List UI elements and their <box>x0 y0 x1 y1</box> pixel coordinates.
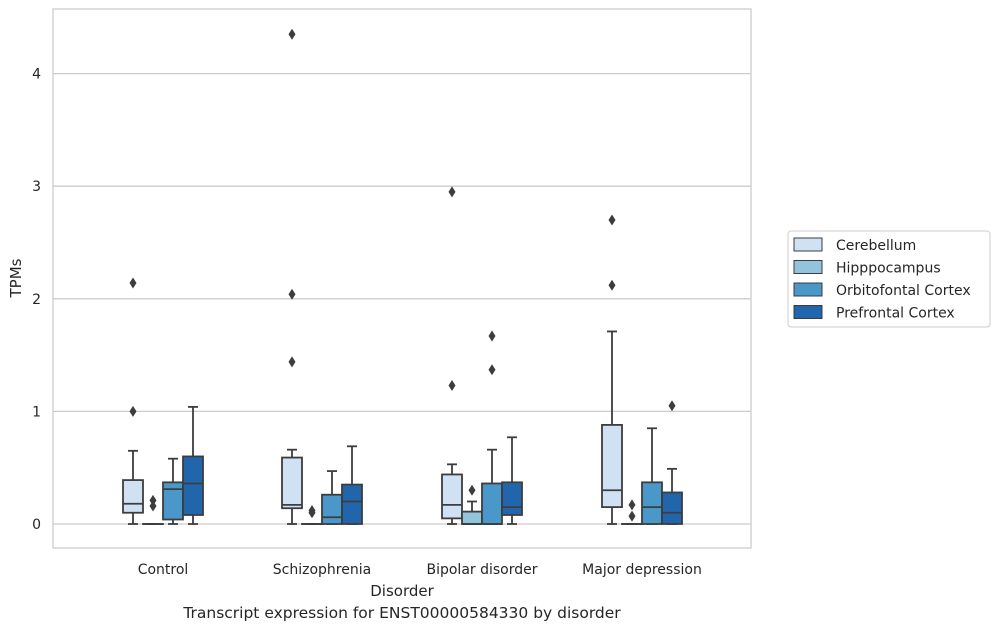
box-body <box>441 473 463 520</box>
x-tick-label: Control <box>138 562 189 578</box>
y-tick-label: 2 <box>32 292 41 308</box>
box-3-1 <box>621 499 643 525</box>
box-2-1 <box>461 484 483 525</box>
outlier-marker <box>628 499 636 511</box>
legend-label: Hipppocampus <box>836 261 941 277</box>
box-0-0 <box>122 277 144 525</box>
box-2-2 <box>481 330 503 525</box>
box-body <box>601 424 623 509</box>
legend-swatch <box>793 282 823 297</box>
legend: Cerebellum Hipppocampus Orbitofontal Corte… <box>787 230 991 328</box>
y-tick-label: 1 <box>32 404 41 420</box>
outlier-marker <box>288 28 296 40</box>
box-1-1 <box>301 504 323 525</box>
legend-label: Prefrontal Cortex <box>836 306 955 322</box>
x-axis-label: Disorder <box>370 582 434 600</box>
box-2-3 <box>501 436 523 525</box>
box-1-2 <box>321 470 343 525</box>
outlier-marker <box>149 494 157 506</box>
x-tick-label: Schizophrenia <box>273 562 371 578</box>
grid-lines <box>53 72 751 525</box>
box-1-3 <box>341 445 363 525</box>
box-body <box>481 482 503 525</box>
outlier-marker <box>129 405 137 417</box>
outlier-marker <box>129 277 137 289</box>
outlier-marker <box>488 364 496 376</box>
box-0-1 <box>142 494 164 525</box>
outlier-marker <box>288 356 296 368</box>
box-1-0 <box>281 28 303 525</box>
legend-swatch <box>793 305 823 319</box>
y-tick-label: 4 <box>32 67 41 83</box>
outlier-marker <box>288 288 296 300</box>
box-0-2 <box>162 457 184 525</box>
legend-label: Orbitofontal Cortex <box>836 283 971 299</box>
box-body <box>122 479 144 514</box>
box-body <box>162 481 184 521</box>
legend-swatch <box>793 237 823 252</box>
x-tick-label: Bipolar disorder <box>426 562 537 578</box>
x-tick-labels: Control Schizophrenia Bipolar disorder Majo… <box>138 562 702 578</box>
y-tick-labels: 0 1 2 3 4 <box>32 67 41 533</box>
box-3-2 <box>641 427 663 525</box>
outlier-marker <box>668 400 676 412</box>
box-body <box>341 483 363 525</box>
box-body <box>321 493 343 525</box>
x-tick-label: Major depression <box>582 562 702 578</box>
y-tick-label: 3 <box>32 179 41 195</box>
box-body <box>281 456 303 510</box>
box-body <box>461 510 483 525</box>
y-tick-label: 0 <box>32 517 41 533</box>
y-axis-label: TPMs <box>7 258 25 298</box>
box-3-0 <box>601 214 623 525</box>
outlier-marker <box>608 279 616 291</box>
box-0-3 <box>182 405 204 525</box>
legend-swatch <box>793 260 823 274</box>
box-body <box>641 481 663 525</box>
box-3-3 <box>661 400 683 525</box>
outlier-marker <box>149 500 157 512</box>
box-2-0 <box>441 186 463 525</box>
box-body <box>661 491 683 525</box>
outlier-marker <box>308 504 316 516</box>
outlier-marker <box>468 484 476 496</box>
box-body <box>501 481 523 516</box>
outlier-marker <box>488 330 496 342</box>
box-body <box>182 455 204 516</box>
outlier-marker <box>448 380 456 392</box>
plot-frame <box>52 8 752 549</box>
outlier-marker <box>608 214 616 226</box>
outlier-marker <box>448 186 456 198</box>
legend-frame <box>787 230 991 328</box>
outlier-marker <box>628 510 636 522</box>
legend-label: Cerebellum <box>836 238 916 254</box>
figure-caption: Transcript expression for ENST0000058433… <box>183 604 621 622</box>
box-series <box>122 28 683 525</box>
